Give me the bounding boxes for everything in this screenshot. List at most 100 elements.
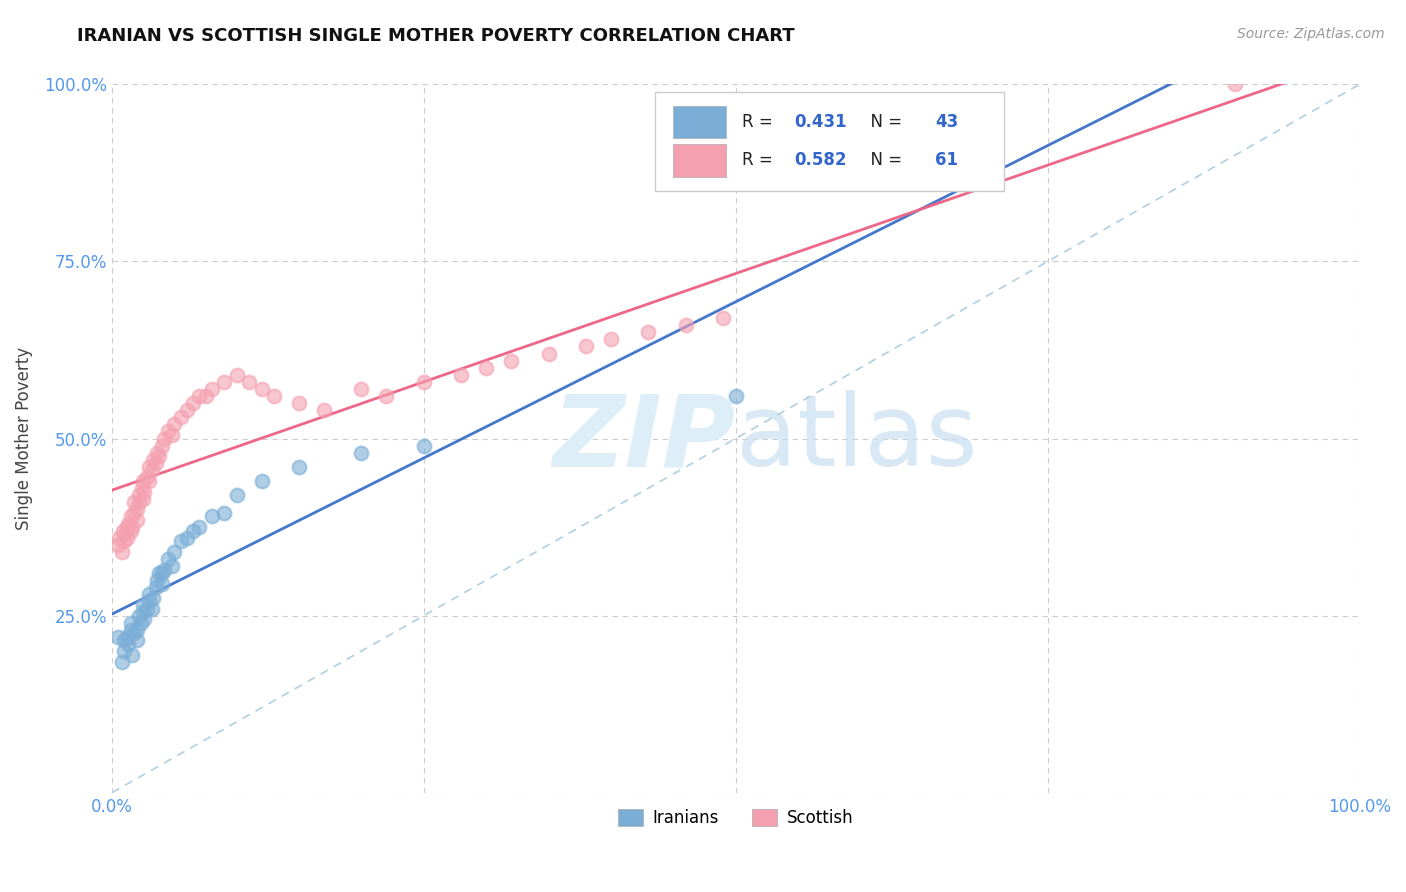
Point — [107, 630, 129, 644]
Point — [238, 375, 260, 389]
Point — [107, 538, 129, 552]
Point — [121, 520, 143, 534]
Point — [412, 375, 434, 389]
FancyBboxPatch shape — [655, 92, 1004, 191]
Point — [176, 531, 198, 545]
Point — [145, 456, 167, 470]
Point — [169, 534, 191, 549]
Text: R =: R = — [742, 113, 778, 131]
Text: IRANIAN VS SCOTTISH SINGLE MOTHER POVERTY CORRELATION CHART: IRANIAN VS SCOTTISH SINGLE MOTHER POVERT… — [77, 27, 794, 45]
Point — [675, 318, 697, 333]
Point — [181, 396, 204, 410]
Point — [188, 520, 211, 534]
Point — [194, 389, 217, 403]
Point — [412, 439, 434, 453]
Point — [111, 655, 134, 669]
Point — [146, 446, 169, 460]
Point — [145, 580, 167, 594]
Point — [263, 389, 285, 403]
Point — [150, 576, 173, 591]
Point — [125, 513, 148, 527]
Point — [600, 332, 623, 346]
Point — [125, 633, 148, 648]
Point — [150, 439, 173, 453]
Point — [1223, 78, 1246, 92]
Point — [111, 545, 134, 559]
Point — [124, 506, 146, 520]
Text: ZIP: ZIP — [553, 390, 735, 487]
Text: 0.582: 0.582 — [794, 152, 846, 169]
Point — [250, 474, 273, 488]
Point — [181, 524, 204, 538]
Point — [153, 432, 176, 446]
Legend: Iranians, Scottish: Iranians, Scottish — [610, 803, 860, 834]
Point — [724, 389, 747, 403]
Point — [501, 353, 523, 368]
Point — [142, 452, 165, 467]
Point — [128, 488, 150, 502]
FancyBboxPatch shape — [673, 105, 725, 138]
Point — [131, 481, 153, 495]
Point — [120, 509, 142, 524]
Point — [212, 506, 235, 520]
Point — [138, 459, 160, 474]
Point — [117, 516, 139, 531]
Point — [124, 495, 146, 509]
Point — [138, 587, 160, 601]
Point — [575, 339, 598, 353]
Point — [129, 615, 152, 630]
Point — [117, 637, 139, 651]
Y-axis label: Single Mother Poverty: Single Mother Poverty — [15, 347, 32, 530]
Point — [141, 601, 163, 615]
Text: R =: R = — [742, 152, 778, 169]
Point — [135, 470, 157, 484]
Point — [637, 326, 659, 340]
Point — [132, 598, 155, 612]
Point — [114, 534, 136, 549]
Point — [212, 375, 235, 389]
Point — [537, 346, 560, 360]
Point — [125, 502, 148, 516]
Point — [138, 594, 160, 608]
Point — [160, 559, 183, 574]
Point — [120, 623, 142, 637]
Point — [201, 382, 224, 396]
Point — [250, 382, 273, 396]
Point — [350, 382, 373, 396]
Text: 43: 43 — [935, 113, 959, 131]
Point — [146, 573, 169, 587]
Point — [288, 459, 311, 474]
Point — [134, 612, 156, 626]
Point — [148, 449, 170, 463]
Point — [225, 488, 247, 502]
Point — [201, 509, 224, 524]
Point — [450, 368, 472, 382]
Text: 0.431: 0.431 — [794, 113, 846, 131]
Point — [350, 446, 373, 460]
Point — [114, 644, 136, 658]
Point — [150, 566, 173, 580]
Point — [157, 425, 180, 439]
Point — [169, 410, 191, 425]
Point — [115, 531, 138, 545]
Text: N =: N = — [860, 152, 908, 169]
Point — [135, 601, 157, 615]
Point — [153, 563, 176, 577]
Text: Source: ZipAtlas.com: Source: ZipAtlas.com — [1237, 27, 1385, 41]
Point — [112, 524, 135, 538]
Point — [134, 484, 156, 499]
Point — [114, 527, 136, 541]
Point — [188, 389, 211, 403]
Point — [163, 545, 186, 559]
Text: 61: 61 — [935, 152, 959, 169]
Point — [115, 630, 138, 644]
Point — [138, 474, 160, 488]
Point — [375, 389, 398, 403]
Point — [475, 360, 498, 375]
Point — [157, 552, 180, 566]
FancyBboxPatch shape — [673, 144, 725, 177]
Point — [120, 524, 142, 538]
Point — [108, 531, 131, 545]
Point — [132, 474, 155, 488]
Point — [121, 648, 143, 662]
